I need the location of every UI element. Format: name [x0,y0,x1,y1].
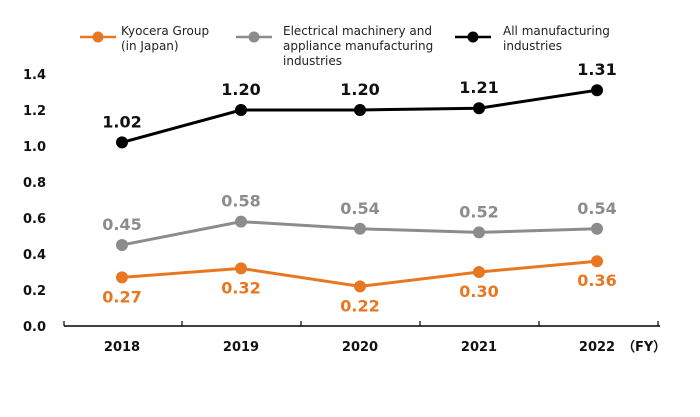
data-label: 1.02 [102,112,141,131]
y-tick-label: 1.0 [23,140,46,155]
legend-label: All manufacturing [503,24,610,38]
data-label: 1.20 [221,80,260,99]
legend-label: Electrical machinery and [283,24,432,38]
data-point [473,226,485,239]
x-tick-label: 2020 [342,340,378,355]
data-label: 0.32 [221,278,260,297]
legend-label: appliance manufacturing [283,39,433,53]
x-tick-label: 2021 [461,340,497,355]
legend-swatch-marker [92,31,104,43]
data-label: 0.52 [459,202,498,221]
data-point [116,239,128,251]
y-tick-label: 0.4 [23,248,46,263]
y-axis: 0.0 0.2 0.4 0.6 0.8 1.0 1.2 1.4 [23,68,46,335]
data-label: 1.21 [459,78,498,97]
series-group: 0.27 0.32 0.22 0.30 0.36 0.45 0.58 0.54 0.52 0.54… [102,60,616,315]
data-label: 1.20 [340,80,379,99]
data-label: 0.30 [459,282,498,301]
y-tick-label: 1.4 [23,68,46,83]
x-axis-unit: （FY） [622,339,666,355]
data-point [473,102,485,115]
x-tick-label: 2022 [579,340,615,355]
data-point [591,222,603,235]
data-label: 1.31 [577,60,616,79]
data-point [116,136,128,149]
legend-label: industries [503,39,562,53]
legend: Kyocera Group(in Japan) Electrical machin… [80,24,610,68]
data-point [235,262,247,275]
legend-label: Kyocera Group [121,24,209,38]
x-tick-label: 2019 [223,340,259,355]
data-point [354,222,366,235]
legend-swatch-marker [467,31,479,43]
data-label: 0.54 [577,199,616,218]
data-point [473,266,485,278]
data-label: 0.27 [102,287,141,306]
x-tick-label: 2018 [104,340,140,355]
y-tick-label: 0.2 [23,284,46,299]
y-tick-label: 0.6 [23,212,46,227]
series-0: 0.27 0.32 0.22 0.30 0.36 [102,255,617,315]
legend-label: industries [283,54,342,68]
data-label: 0.54 [340,199,379,218]
data-label: 0.22 [340,296,379,315]
data-point [116,271,128,284]
series-1: 0.45 0.58 0.54 0.52 0.54 [102,192,617,251]
data-point [235,215,247,228]
legend-swatch-marker [248,31,260,43]
data-point [354,280,366,293]
legend-item-1: Electrical machinery and appliance manuf… [236,24,433,68]
y-tick-label: 0.0 [23,320,46,335]
y-tick-label: 1.2 [23,104,46,119]
legend-label: (in Japan) [121,39,179,53]
data-label: 0.36 [577,271,616,290]
series-2: 1.02 1.20 1.20 1.21 1.31 [102,60,617,149]
data-point [354,104,366,116]
x-axis: 2018 2019 2020 2021 2022 （FY） [63,321,666,355]
legend-item-0: Kyocera Group(in Japan) [80,24,209,53]
data-point [591,255,603,268]
y-tick-label: 0.8 [23,176,46,191]
data-label: 0.58 [221,192,260,211]
data-point [591,84,603,97]
data-point [235,104,247,116]
data-label: 0.45 [102,215,141,234]
